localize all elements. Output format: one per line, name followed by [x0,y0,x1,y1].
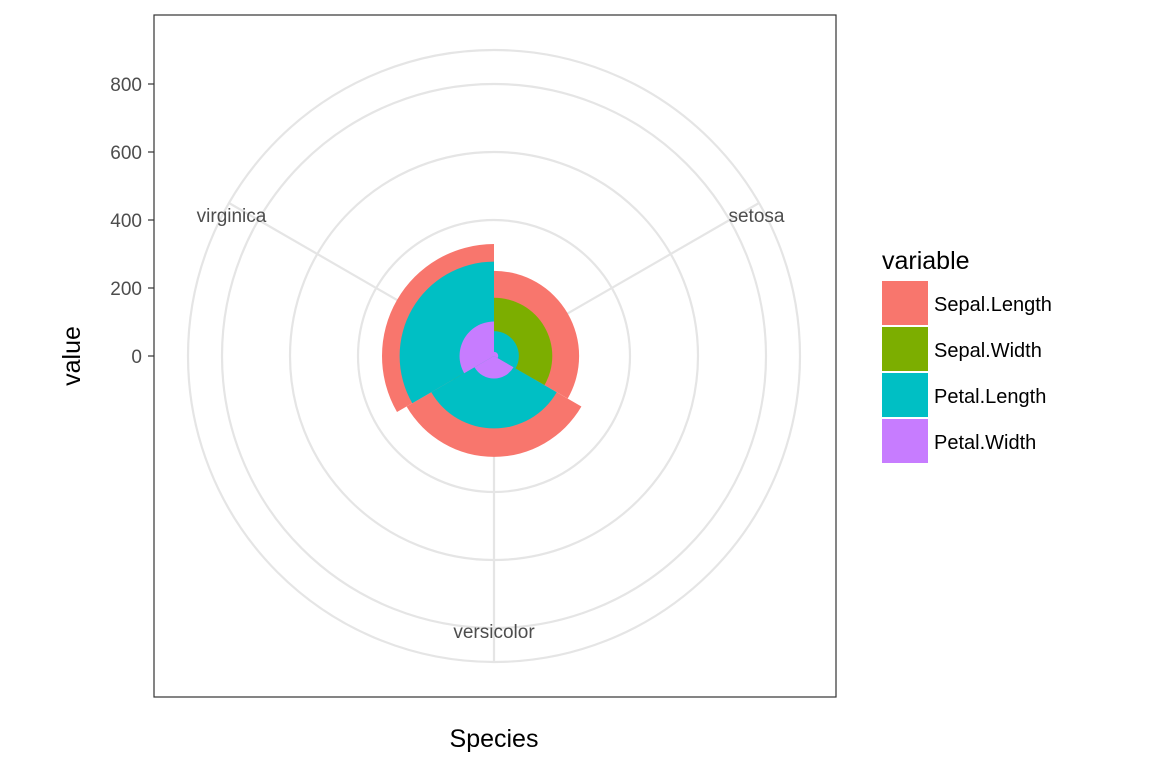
legend-key-Petal.Length [882,373,928,417]
legend-key-Petal.Width [882,419,928,463]
bar-Petal.Width-versicolor [474,356,514,379]
category-label-virginica: virginica [197,206,267,227]
legend: variable Sepal.Length Sepal.Width Petal.Le… [882,247,1052,463]
category-label-versicolor: versicolor [453,622,535,643]
x-axis-title: Species [450,725,539,753]
legend-label-Petal.Length: Petal.Length [934,386,1046,408]
y-tick-label-0: 0 [131,347,142,368]
bars-layer [382,244,582,457]
bar-Petal.Width-setosa [494,351,499,359]
panel-border [153,14,837,698]
y-axis-title: value [58,326,86,386]
legend-label-Sepal.Length: Sepal.Length [934,294,1052,316]
category-label-setosa: setosa [728,206,784,227]
labels-layer: setosa versicolor virginica 0 200 400 600 800 [110,75,785,643]
legend-title: variable [882,247,970,275]
legend-label-Sepal.Width: Sepal.Width [934,340,1042,362]
y-tick-label-200: 200 [110,279,142,300]
legend-label-Petal.Width: Petal.Width [934,432,1036,454]
legend-items: Sepal.Length Sepal.Width Petal.Length Petal… [882,281,1052,463]
legend-key-Sepal.Length [882,281,928,325]
y-tick-label-600: 600 [110,143,142,164]
grid-layer [186,48,802,664]
bar-Petal.Length-setosa [494,331,519,369]
y-tick-label-400: 400 [110,211,142,232]
legend-key-Sepal.Width [882,327,928,371]
y-tick-label-800: 800 [110,75,142,96]
bar-Petal.Length-versicolor [431,356,557,429]
bar-Petal.Width-virginica [459,321,494,374]
